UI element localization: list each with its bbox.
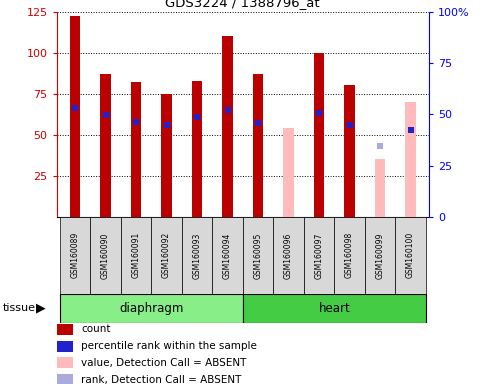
Bar — [90, 217, 121, 294]
Bar — [57, 341, 73, 352]
Text: GSM160097: GSM160097 — [315, 232, 323, 278]
Bar — [60, 217, 90, 294]
Bar — [57, 374, 73, 384]
Text: diaphragm: diaphragm — [119, 302, 183, 314]
Text: rank, Detection Call = ABSENT: rank, Detection Call = ABSENT — [81, 375, 241, 384]
Text: count: count — [81, 324, 110, 334]
Bar — [57, 358, 73, 368]
Bar — [60, 294, 243, 323]
Bar — [212, 217, 243, 294]
Text: GSM160098: GSM160098 — [345, 232, 354, 278]
Bar — [253, 74, 263, 217]
Bar — [192, 81, 203, 217]
Text: GSM160089: GSM160089 — [70, 232, 79, 278]
Text: percentile rank within the sample: percentile rank within the sample — [81, 341, 257, 351]
Bar — [344, 86, 355, 217]
Bar — [131, 82, 141, 217]
Bar — [151, 217, 182, 294]
Bar — [395, 217, 426, 294]
Title: GDS3224 / 1388796_at: GDS3224 / 1388796_at — [166, 0, 320, 9]
Text: GSM160100: GSM160100 — [406, 232, 415, 278]
Bar — [70, 17, 80, 217]
Text: value, Detection Call = ABSENT: value, Detection Call = ABSENT — [81, 358, 246, 368]
Bar — [243, 294, 426, 323]
Text: GSM160090: GSM160090 — [101, 232, 110, 278]
Bar — [161, 94, 172, 217]
Text: GSM160092: GSM160092 — [162, 232, 171, 278]
Bar — [273, 217, 304, 294]
Bar — [334, 217, 365, 294]
Text: tissue: tissue — [2, 303, 35, 313]
Bar — [222, 36, 233, 217]
Text: GSM160096: GSM160096 — [284, 232, 293, 278]
Bar — [405, 102, 416, 217]
Bar — [365, 217, 395, 294]
Bar — [314, 53, 324, 217]
Bar — [375, 159, 386, 217]
Text: GSM160094: GSM160094 — [223, 232, 232, 278]
Bar — [243, 217, 273, 294]
Text: ▶: ▶ — [35, 302, 45, 314]
Text: GSM160093: GSM160093 — [193, 232, 202, 278]
Bar — [121, 217, 151, 294]
Bar — [182, 217, 212, 294]
Text: GSM160091: GSM160091 — [132, 232, 141, 278]
Bar — [100, 74, 111, 217]
Bar — [57, 324, 73, 335]
Bar — [283, 128, 294, 217]
Text: GSM160099: GSM160099 — [376, 232, 385, 278]
Bar — [304, 217, 334, 294]
Text: heart: heart — [318, 302, 350, 314]
Text: GSM160095: GSM160095 — [253, 232, 263, 278]
